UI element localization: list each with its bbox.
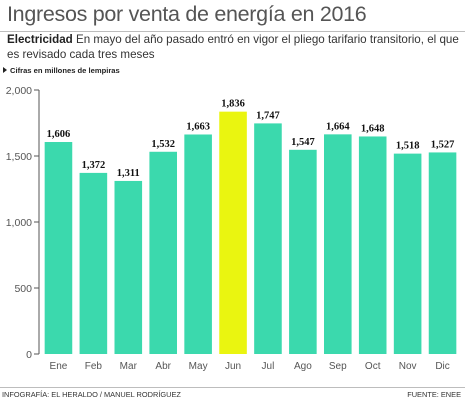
y-tick-label: 2,000 [6, 85, 32, 97]
bar-series [44, 111, 457, 354]
bar-chart: 0 500 1,000 1,500 2,000 1,606 1,372 1,311 1,532… [6, 85, 457, 372]
x-tick-label-ago: Ago [294, 361, 312, 372]
bar-nov [393, 153, 422, 354]
x-axis: Ene Feb Mar Abr May Jun Jul Ago Sep Oct Nov Dic [50, 361, 450, 372]
y-tick-label: 1,000 [6, 217, 32, 229]
value-label-oct: 1,648 [361, 123, 385, 134]
footer-divider [0, 387, 465, 388]
subtitle-lead: Electricidad [7, 33, 73, 46]
y-axis: 0 500 1,000 1,500 2,000 [6, 85, 40, 361]
bar-sep [323, 134, 352, 354]
value-label-abr: 1,532 [151, 139, 175, 150]
bar-feb [79, 172, 108, 354]
bar-jun [219, 111, 247, 354]
x-tick-label-sep: Sep [329, 361, 347, 372]
value-label-dic: 1,527 [431, 139, 455, 150]
chart-subtitle: Electricidad En mayo del año pasado entr… [7, 33, 459, 62]
bar-mar [114, 180, 143, 354]
bar-ene [44, 142, 73, 354]
title-divider [0, 31, 465, 32]
x-tick-label-may: May [189, 361, 208, 372]
bar-jul [254, 123, 282, 354]
value-label-ene: 1,606 [47, 129, 71, 140]
credit-text: INFOGRAFÍA: EL HERALDO / MANUEL RODRÍGUE… [2, 390, 181, 399]
value-label-mar: 1,311 [117, 168, 140, 179]
bar-ago [289, 149, 317, 354]
x-tick-label-abr: Abr [155, 361, 171, 372]
x-tick-label-oct: Oct [365, 361, 381, 372]
source-text: FUENTE: ENEE [407, 390, 461, 399]
value-label-nov: 1,518 [396, 141, 420, 152]
x-tick-label-mar: Mar [120, 361, 138, 372]
chart-title: Ingresos por venta de energía en 2016 [7, 2, 367, 26]
x-tick-label-nov: Nov [399, 361, 417, 372]
value-label-jul: 1,747 [256, 110, 280, 121]
x-tick-label-dic: Dic [435, 361, 449, 372]
value-label-ago: 1,547 [291, 137, 315, 148]
value-label-feb: 1,372 [82, 160, 106, 171]
bar-abr [149, 151, 178, 354]
bar-may [184, 134, 212, 354]
units-text: Cifras en millones de lempiras [10, 66, 120, 75]
y-tick-label: 1,500 [6, 151, 32, 163]
value-label-sep: 1,664 [326, 121, 350, 132]
x-tick-label-jul: Jul [262, 361, 275, 372]
x-tick-label-feb: Feb [85, 361, 103, 372]
bar-oct [358, 136, 387, 354]
y-tick-label: 500 [14, 283, 32, 295]
triangle-bullet-icon [3, 67, 7, 73]
value-label-may: 1,663 [186, 121, 210, 132]
y-tick-label: 0 [26, 349, 32, 361]
x-tick-label-ene: Ene [50, 361, 68, 372]
units-label: Cifras en millones de lempiras [3, 66, 120, 75]
value-label-jun: 1,836 [221, 99, 245, 110]
value-labels: 1,606 1,372 1,311 1,532 1,663 1,836 1,747 1,547… [47, 99, 455, 179]
x-tick-label-jun: Jun [225, 361, 241, 372]
bar-dic [428, 152, 457, 354]
subtitle-text: En mayo del año pasado entró en vigor el… [7, 33, 459, 61]
